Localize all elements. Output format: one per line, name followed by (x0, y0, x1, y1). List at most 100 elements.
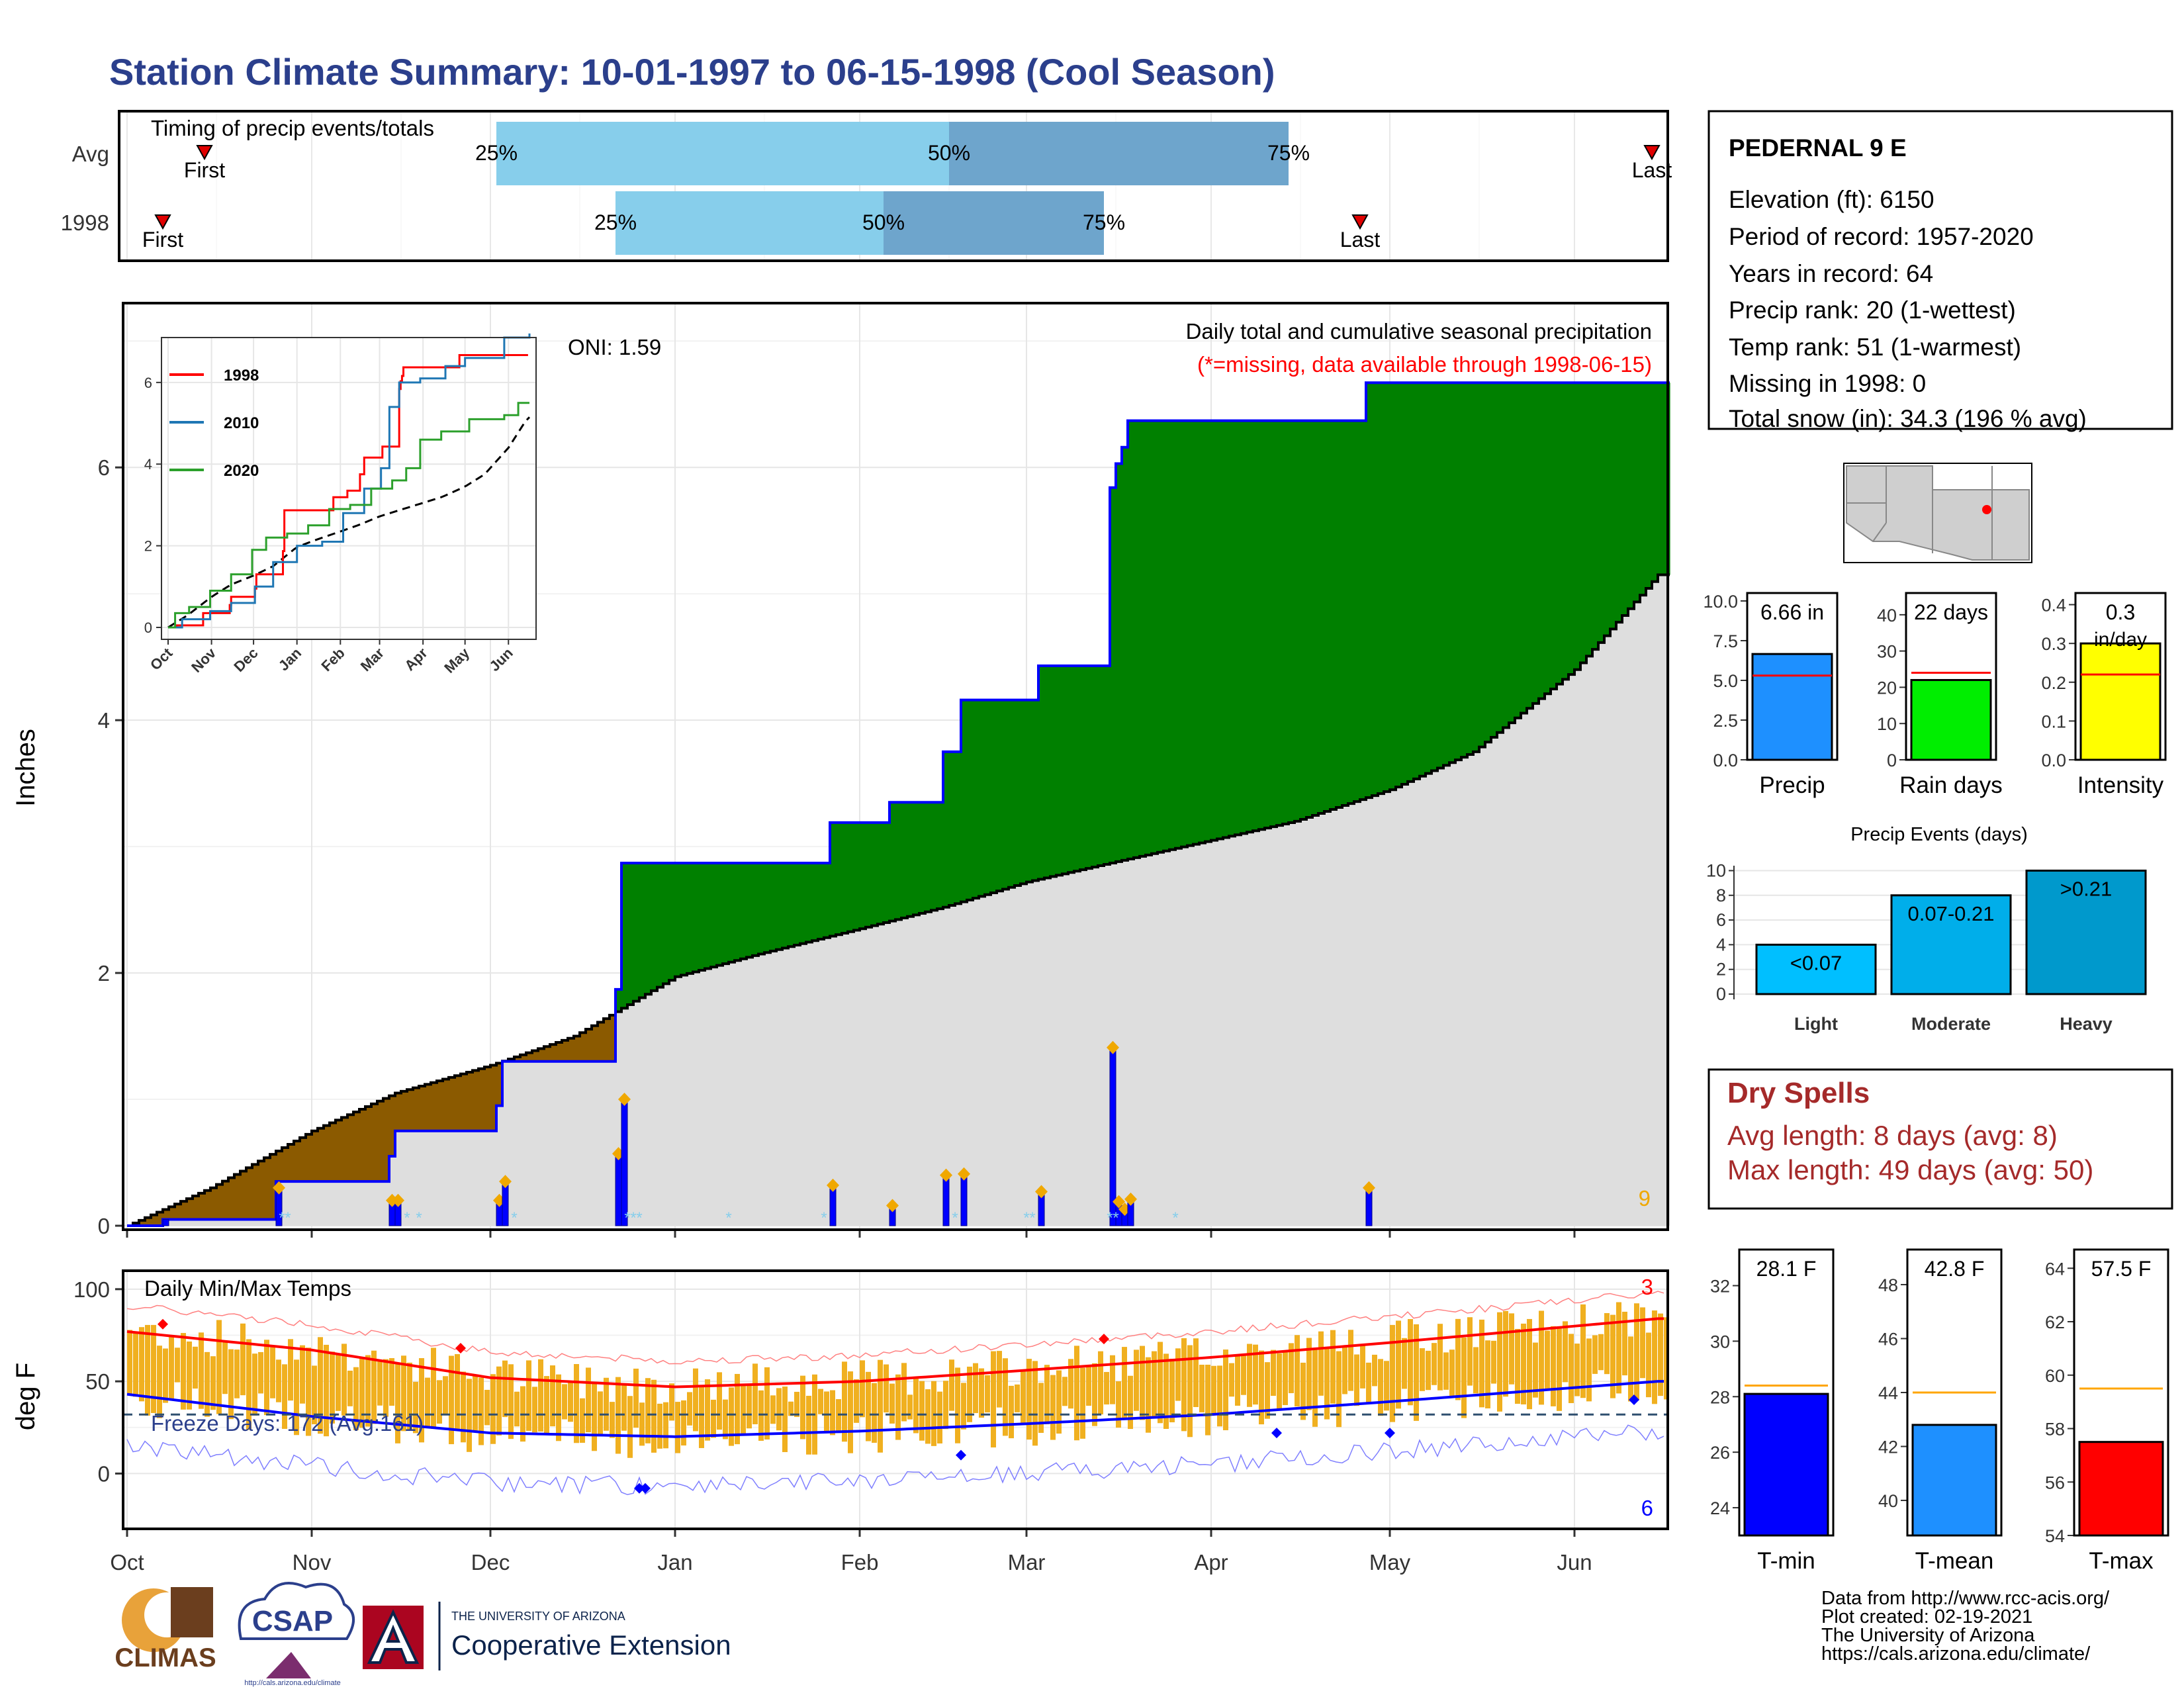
snow-mark: * (952, 1209, 958, 1227)
surplus-area-segment (1402, 383, 1408, 785)
precip-ytick-label: 6 (98, 455, 110, 480)
daily-temp-bar (1408, 1319, 1413, 1406)
daily-temp-bar (1342, 1345, 1347, 1394)
daily-temp-bar (1592, 1335, 1598, 1374)
deficit-area-segment (258, 1161, 265, 1220)
snow-mark: * (725, 1209, 731, 1227)
daily-temp-bar (818, 1389, 823, 1414)
daily-temp-bar (157, 1346, 162, 1418)
deficit-area-segment (550, 1044, 557, 1062)
surplus-area-segment (1336, 420, 1343, 808)
precip-summary-bar-xlabel: Intensity (2077, 772, 2164, 798)
deficit-area-segment (610, 1015, 616, 1062)
daily-temp-bar (1062, 1377, 1068, 1406)
daily-temp-bar (413, 1381, 418, 1434)
daily-temp-bar (294, 1359, 299, 1436)
timing-bar-q3 (949, 122, 1289, 185)
daily-temp-bar (401, 1355, 406, 1432)
climas-logo-emblem (171, 1587, 213, 1637)
daily-temp-bar (997, 1351, 1002, 1408)
daily-temp-bar (1312, 1349, 1318, 1427)
inset-xtick-label: Mar (357, 645, 388, 675)
state-shapes (1846, 465, 2030, 561)
timing-first-label: First (142, 228, 183, 251)
daily-temp-bar (395, 1363, 400, 1443)
surplus-area-segment (1503, 383, 1510, 728)
temp-bar-ytick-label: 44 (1878, 1383, 1898, 1403)
deficit-area-segment (288, 1144, 295, 1182)
surplus-area-segment (1324, 420, 1331, 812)
surplus-area-segment (1384, 383, 1390, 792)
deficit-area-segment (163, 1209, 169, 1220)
daily-temp-bar (1372, 1354, 1377, 1387)
timing-p75-label: 75% (1267, 141, 1310, 165)
surplus-area-segment (1437, 383, 1444, 768)
snow-mark: * (1107, 1209, 1113, 1227)
temp-panel-label: Daily Min/Max Temps (144, 1276, 351, 1301)
surplus-area-segment (1175, 420, 1182, 848)
surplus-area-segment (788, 862, 795, 947)
deficit-area-segment (193, 1195, 199, 1220)
mean-max-line (126, 1317, 1664, 1389)
daily-precip-marker (1107, 1040, 1119, 1054)
inset-series-line (168, 333, 531, 629)
month-axis-label: May (1369, 1550, 1411, 1575)
surplus-area-segment (1646, 383, 1653, 589)
surplus-area-segment (848, 822, 854, 932)
timing-bars: 25% 50% 75% First Last 25% 50% 75% First Last (142, 122, 1672, 255)
daily-temp-bar (776, 1388, 782, 1431)
temp-bar-value-bar (1911, 1424, 1997, 1537)
daily-temp-bar (991, 1351, 996, 1447)
daily-temp-bar (1026, 1359, 1032, 1440)
month-axis-label: Feb (841, 1550, 879, 1575)
temp-bar-ytick-label: 24 (1710, 1498, 1730, 1518)
daily-temp-bar (1241, 1353, 1246, 1395)
snow-mark: * (285, 1209, 291, 1227)
deficit-area-segment (407, 1089, 414, 1131)
daily-precip-marker (886, 1199, 899, 1212)
daily-temp-bar (1086, 1367, 1091, 1406)
daily-temp-bar (1038, 1383, 1044, 1433)
deficit-area-segment (484, 1067, 491, 1131)
precip-summary-bar-ytick-label: 5.0 (1713, 671, 1738, 691)
daily-temp-bar (371, 1350, 377, 1424)
snow-mark: * (1113, 1209, 1118, 1227)
inset-legend-label: 1998 (224, 367, 259, 385)
credit-line: https://cals.arizona.edu/climate/ (1821, 1643, 2091, 1665)
daily-temp-bar (544, 1376, 549, 1434)
deficit-area-segment (306, 1134, 312, 1182)
daily-temp-bar (425, 1377, 430, 1428)
daily-temp-bar (1175, 1348, 1181, 1401)
inset-legend-label: 2010 (224, 414, 259, 432)
daily-temp-bar (1461, 1337, 1467, 1418)
deficit-area-segment (246, 1167, 253, 1220)
surplus-area-segment (1414, 383, 1420, 779)
deficit-area-segment (330, 1122, 336, 1182)
csap-mountain (266, 1652, 311, 1678)
deficit-area-segment (544, 1046, 551, 1062)
surplus-area-segment (1062, 666, 1069, 874)
daily-temp-bar (1414, 1324, 1419, 1421)
daily-temp-bar (633, 1368, 639, 1428)
ua-small-text: THE UNIVERSITY OF ARIZONA (451, 1610, 625, 1623)
daily-temp-bar (1616, 1302, 1621, 1394)
daily-temp-bar (1134, 1349, 1139, 1411)
surplus-area-segment (1420, 383, 1426, 776)
deficit-area-segment (336, 1120, 342, 1182)
daily-temp-bar (651, 1379, 657, 1453)
surplus-area-segment (717, 862, 723, 966)
deficit-area-segment (175, 1204, 181, 1220)
surplus-area-segment (1539, 383, 1545, 699)
temp-bar-ytick-label: 58 (2045, 1420, 2065, 1440)
daily-temp-bar (1479, 1319, 1484, 1408)
surplus-area-segment (1021, 700, 1027, 884)
timing-row-avg: Avg (72, 142, 109, 166)
daily-temp-bar (359, 1357, 365, 1428)
precip-summary-bar-ytick-label: 30 (1877, 642, 1897, 662)
daily-temp-bar (1455, 1318, 1461, 1400)
surplus-area-segment (1068, 666, 1075, 873)
precip-summary-bar-ytick-label: 40 (1877, 606, 1897, 625)
station-line: Temp rank: 51 (1-warmest) (1729, 334, 2021, 361)
daily-temp-bar (1622, 1311, 1627, 1376)
surplus-area-segment (1467, 383, 1474, 754)
